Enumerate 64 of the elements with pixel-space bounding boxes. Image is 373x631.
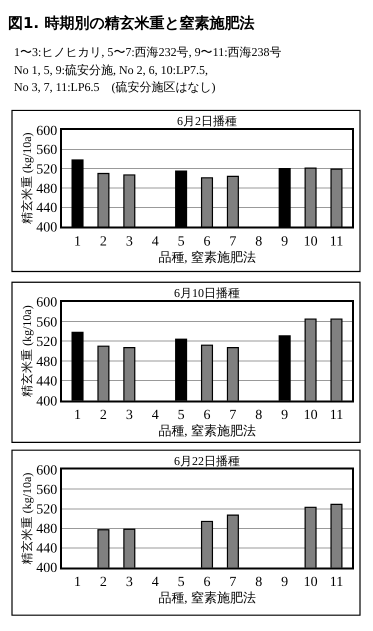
- x-tick-label: 8: [255, 234, 262, 250]
- y-tick-label: 560: [36, 315, 58, 330]
- x-tick-label: 4: [152, 234, 159, 250]
- x-tick-label: 11: [330, 408, 344, 424]
- x-tick-label: 2: [100, 234, 107, 250]
- x-tick-label: 10: [304, 575, 318, 590]
- x-tick-label: 6: [204, 575, 210, 590]
- x-tick-label: 3: [126, 234, 133, 250]
- x-tick-label: 8: [255, 408, 262, 424]
- y-tick-label: 560: [36, 143, 58, 158]
- x-tick-label: 1: [74, 575, 82, 590]
- y-tick-label: 520: [36, 502, 58, 518]
- x-axis-title: 品種, 窒素施肥法: [158, 590, 256, 606]
- x-axis-title: 品種, 窒素施肥法: [158, 423, 256, 438]
- x-tick-label: 7: [229, 234, 236, 250]
- y-tick-label: 480: [36, 522, 58, 538]
- y-tick-label: 600: [36, 464, 58, 479]
- y-tick-label: 480: [36, 182, 58, 197]
- x-tick-label: 3: [126, 575, 133, 590]
- caption: 図1. 時期別の精玄米重と窒素施肥法: [8, 14, 254, 32]
- chart-title: 6月10日播種: [174, 286, 240, 300]
- x-tick-label: 8: [255, 575, 262, 590]
- y-tick-label: 400: [36, 220, 58, 236]
- x-tick-label: 9: [281, 575, 288, 590]
- x-tick-label: 9: [281, 408, 288, 424]
- x-tick-label: 1: [74, 234, 82, 250]
- x-tick-label: 6: [204, 408, 210, 424]
- x-tick-label: 9: [281, 234, 288, 250]
- x-tick-label: 5: [178, 575, 185, 590]
- y-tick-label: 400: [36, 394, 58, 410]
- x-tick-label: 1: [74, 408, 82, 424]
- chart-title: 6月22日播種: [174, 454, 240, 468]
- y-tick-label: 520: [36, 335, 58, 350]
- x-axis-title: 品種, 窒素施肥法: [158, 249, 256, 264]
- x-tick-label: 10: [304, 408, 318, 424]
- x-tick-label: 5: [178, 408, 185, 424]
- x-tick-label: 2: [100, 575, 107, 590]
- y-tick-label: 440: [36, 201, 58, 216]
- y-tick-label: 560: [36, 483, 58, 498]
- y-tick-label: 600: [36, 296, 58, 311]
- chart-title: 6月2日播種: [177, 114, 237, 128]
- y-axis-title: 精玄米重 (kg/10a): [20, 305, 34, 397]
- y-tick-label: 400: [36, 561, 58, 576]
- x-tick-label: 7: [229, 575, 236, 590]
- x-tick-label: 4: [152, 408, 159, 424]
- x-tick-label: 6: [204, 234, 210, 250]
- y-axis-title: 精玄米重 (kg/10a): [20, 472, 34, 564]
- y-axis-title: 精玄米重 (kg/10a): [20, 132, 34, 224]
- text: No 1, 5, 9:硫安分施, No 2, 6, 10:LP7.5,: [14, 63, 208, 77]
- x-tick-label: 10: [304, 234, 318, 250]
- y-tick-label: 480: [36, 354, 58, 370]
- x-tick-label: 4: [152, 575, 159, 590]
- x-tick-label: 5: [178, 234, 185, 250]
- x-tick-label: 7: [229, 408, 236, 424]
- y-tick-label: 440: [36, 542, 58, 557]
- x-tick-label: 3: [126, 408, 133, 424]
- x-tick-label: 11: [330, 575, 344, 590]
- x-tick-label: 2: [100, 408, 107, 424]
- y-tick-label: 600: [36, 124, 58, 139]
- text: No 3, 7, 11:LP6.5 (硫安分施区はなし): [14, 80, 216, 94]
- text: 1〜3:ヒノヒカリ, 5〜7:西海232号, 9〜11:西海238号: [14, 45, 282, 59]
- y-tick-label: 440: [36, 374, 58, 390]
- x-tick-label: 11: [330, 234, 344, 250]
- y-tick-label: 520: [36, 162, 58, 178]
